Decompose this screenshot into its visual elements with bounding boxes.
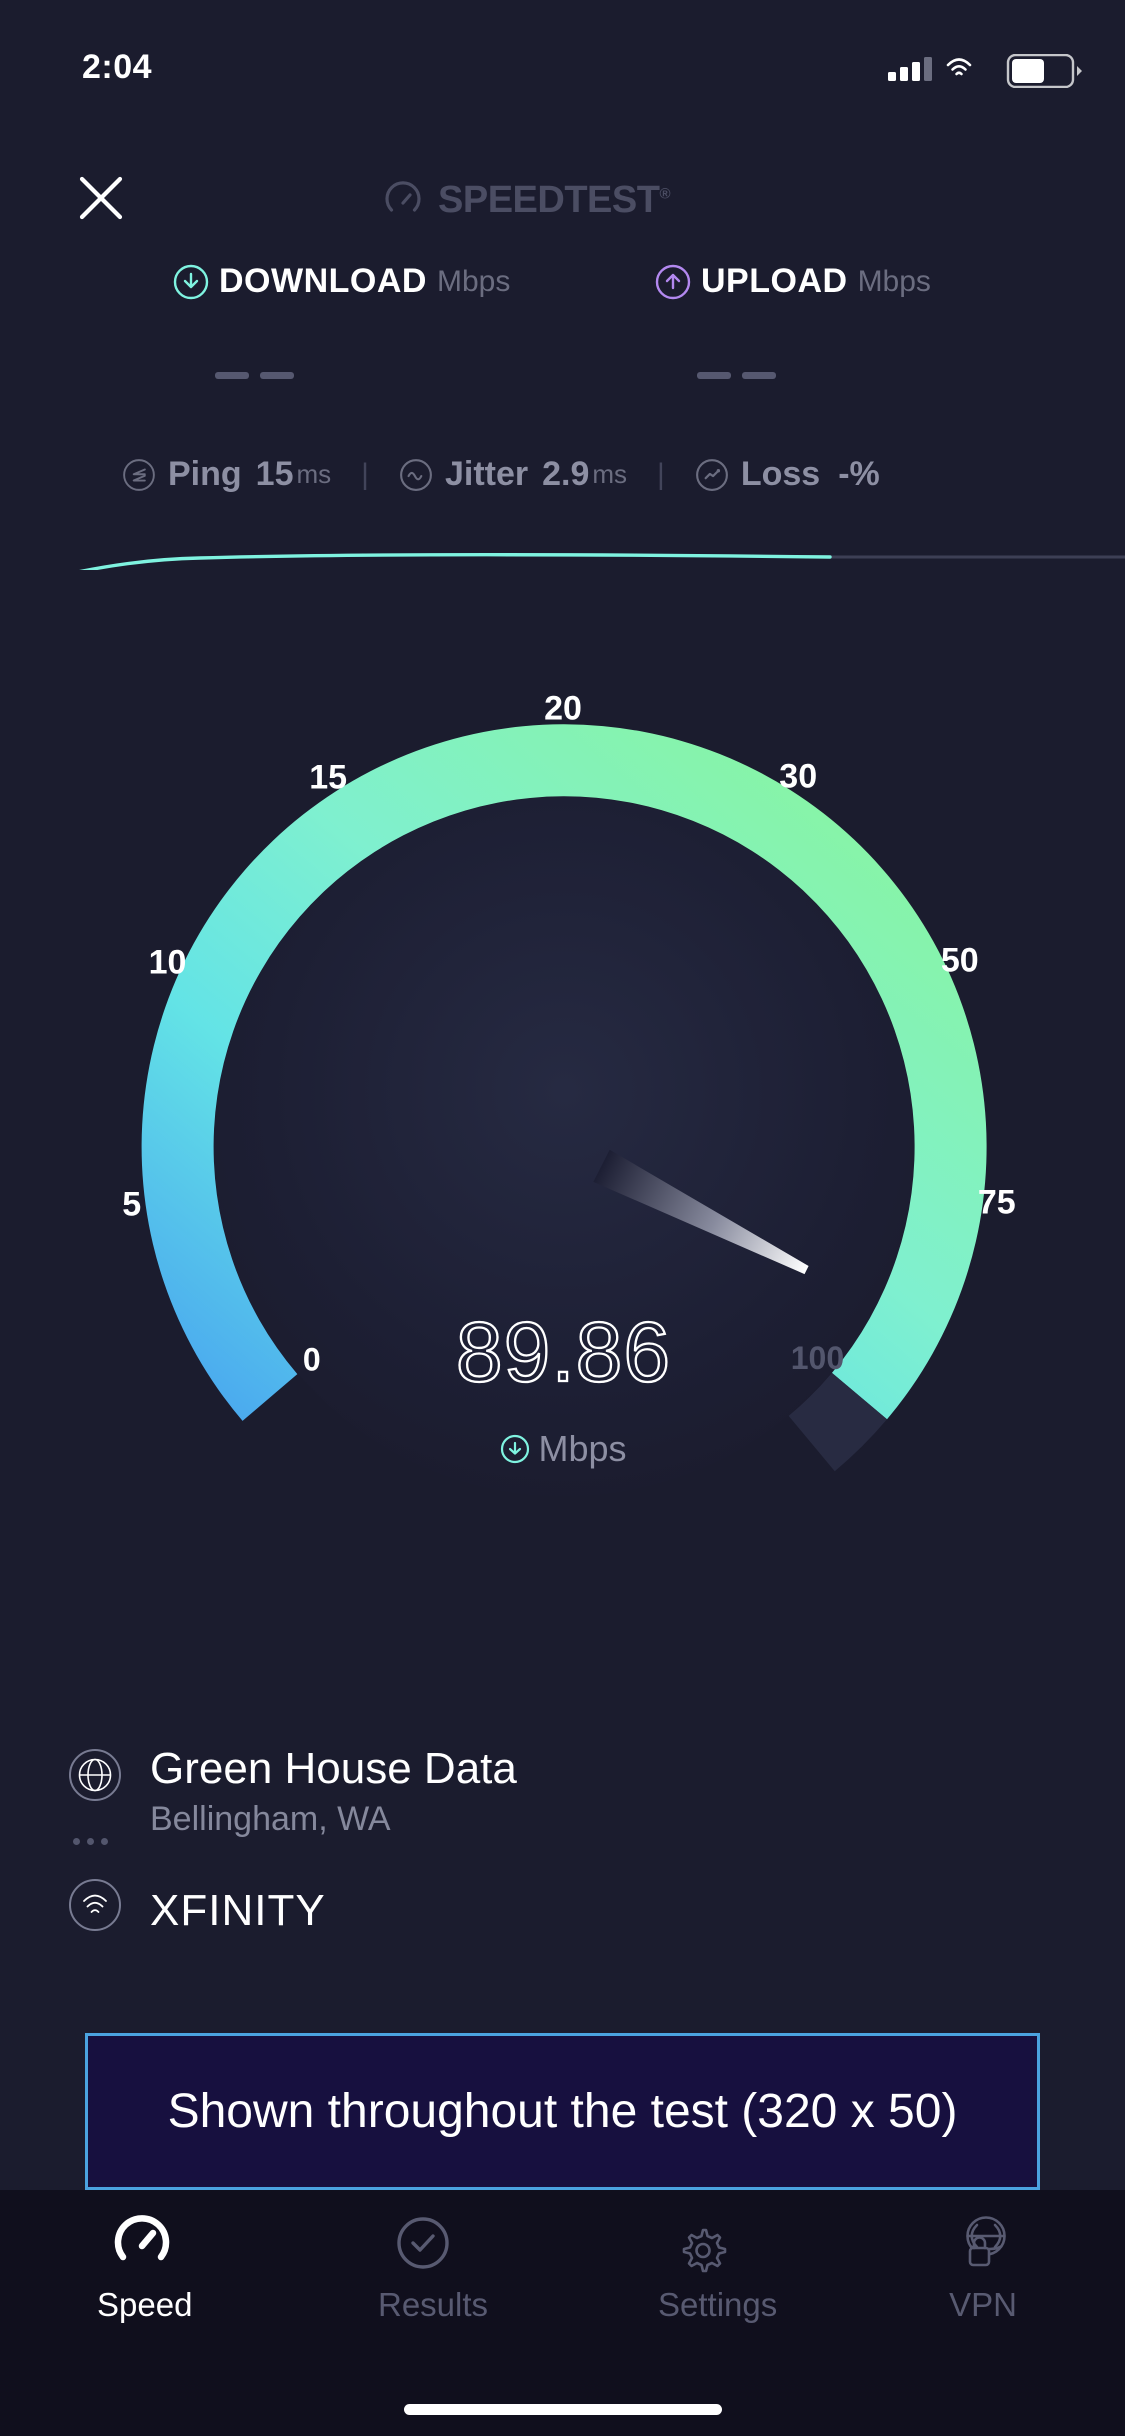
svg-text:15: 15 [309,759,347,797]
svg-text:30: 30 [779,757,817,795]
svg-text:50: 50 [941,941,979,979]
svg-text:5: 5 [122,1186,141,1224]
svg-text:75: 75 [978,1183,1016,1221]
svg-text:10: 10 [149,943,187,981]
svg-text:20: 20 [544,689,582,727]
svg-text:89.86: 89.86 [456,1305,671,1399]
